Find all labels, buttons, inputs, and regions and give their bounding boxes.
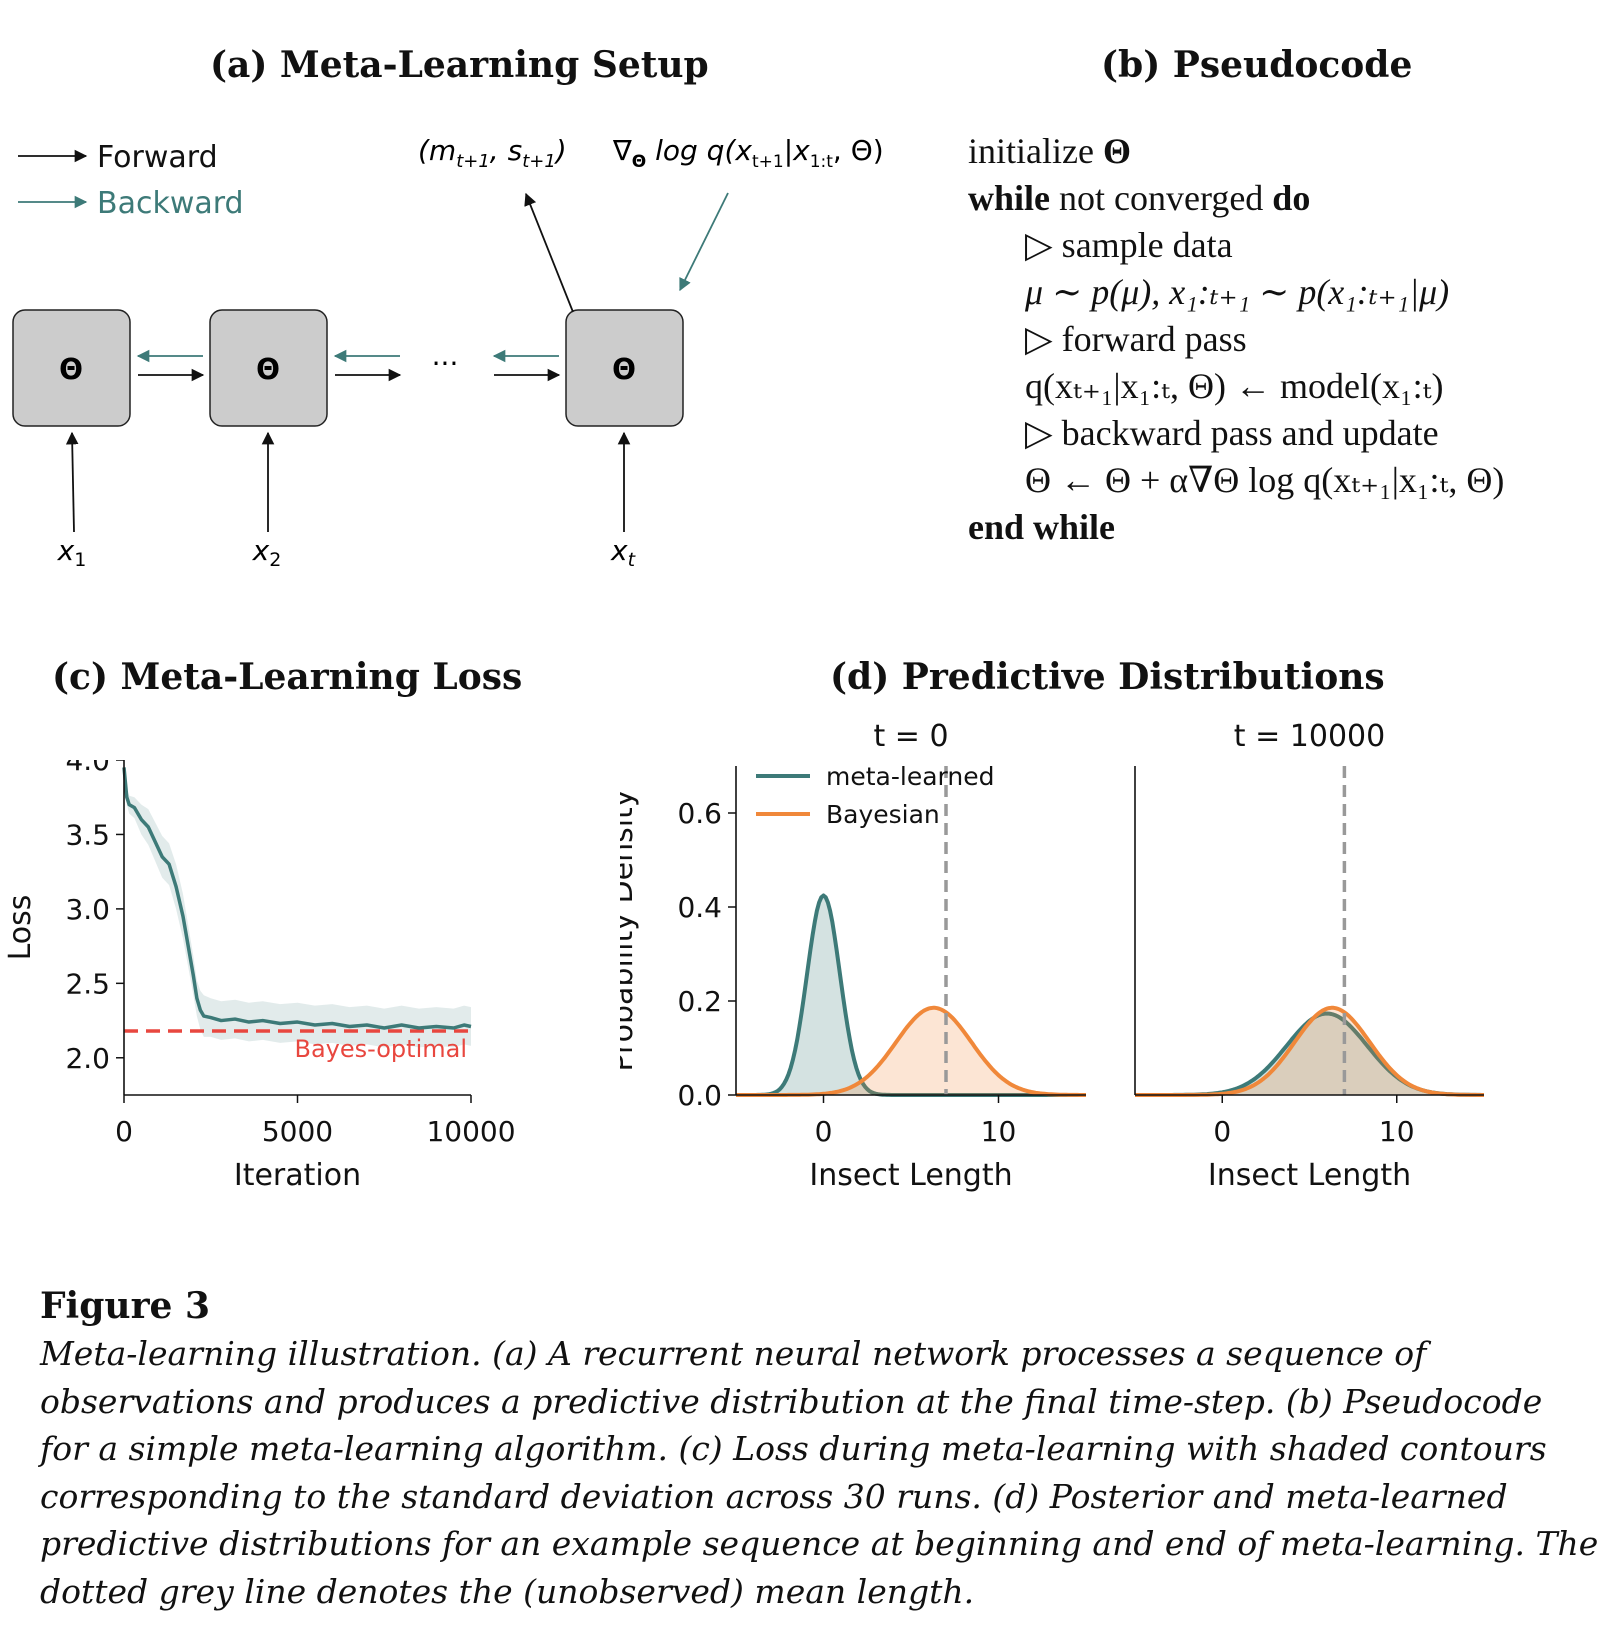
- input-x2-label: x2: [252, 534, 282, 570]
- dist-x-tick-label: 10: [981, 1115, 1017, 1148]
- legend-label-bayesian: Bayesian: [826, 800, 940, 829]
- figure-label: Figure 3: [40, 1285, 211, 1327]
- pseudo-comment-backward: ▷ backward pass and update: [1025, 413, 1439, 453]
- loss-x-tick-label: 0: [115, 1115, 133, 1148]
- pseudo-line-update: Θ ← Θ + α∇Θ log q(xₜ₊₁|x₁:ₜ, Θ): [1025, 460, 1505, 500]
- panel-b-title: (b) Pseudocode: [1101, 44, 1413, 86]
- caption-line: Meta-learning illustration. (a) A recurr…: [40, 1334, 1427, 1373]
- panel-c-title: (c) Meta-Learning Loss: [52, 656, 523, 698]
- dist-x-axis-label: Insect Length: [1208, 1158, 1411, 1193]
- pseudo-line-forward: q(xₜ₊₁|x₁:ₜ, Θ) ← model(x₁:ₜ): [1025, 366, 1444, 406]
- loss-x-tick-label: 5000: [262, 1115, 333, 1148]
- caption-line: for a simple meta-learning algorithm. (c…: [40, 1429, 1547, 1468]
- figure-caption: Meta-learning illustration. (a) A recurr…: [40, 1330, 1600, 1615]
- output-params-label: (mt+1, st+1): [418, 134, 567, 172]
- caption-line: corresponding to the standard deviation …: [40, 1476, 1508, 1516]
- node-2-label: Θ: [256, 353, 280, 386]
- loss-chart: Bayes-optimal 2.0 2.5 3.0 3.5 4.0 0 5000 10000 It…: [3, 760, 516, 1193]
- legend-forward-label: Forward: [97, 140, 218, 175]
- dist-y-axis-label: Probability Density: [620, 789, 640, 1071]
- dist-x-tick-label: 0: [815, 1115, 833, 1148]
- dist-y-tick-label: 0.0: [677, 1079, 722, 1112]
- predictive-distributions-chart: t = 0 0 10 Insect Length 0.0 0.2 0.4 0.6 Probabi…: [620, 720, 1484, 1193]
- loss-x-tick-label: 10000: [426, 1115, 515, 1148]
- dist-y-tick-label: 0.6: [677, 797, 722, 830]
- node-1-label: Θ: [59, 353, 83, 386]
- node-t-label: Θ: [612, 353, 636, 386]
- loss-y-tick-label: 3.0: [65, 893, 110, 926]
- dist-x-tick-label: 0: [1213, 1115, 1231, 1148]
- pseudo-line-while: while not converged do: [968, 178, 1311, 218]
- loss-y-tick-label: 3.5: [65, 818, 110, 851]
- pseudo-line-endwhile: end while: [968, 507, 1116, 547]
- loss-y-tick-label: 4.0: [65, 760, 110, 777]
- pseudo-line-initialize: initialize Θ: [968, 131, 1131, 171]
- panel-a-title: (a) Meta-Learning Setup: [210, 44, 709, 86]
- loss-x-axis-label: Iteration: [234, 1158, 361, 1193]
- density-area-bayesian: [1135, 1007, 1484, 1095]
- density-area-meta-learned: [1135, 1013, 1484, 1095]
- loss-y-tick-label: 2.5: [65, 967, 110, 1000]
- caption-line: predictive distributions for an example …: [40, 1524, 1599, 1563]
- loss-line: [122, 767, 472, 1030]
- panel-d-title: (d) Predictive Distributions: [830, 656, 1385, 698]
- dist-y-tick-label: 0.2: [677, 985, 722, 1018]
- loss-y-axis-label: Loss: [3, 895, 38, 961]
- caption-line: observations and produces a predictive d…: [40, 1381, 1543, 1421]
- pseudo-comment-sample: ▷ sample data: [1025, 225, 1233, 265]
- gradient-label: ∇Θ log q(xt+1|x1:t, Θ): [612, 134, 884, 172]
- density-area-meta-learned: [736, 895, 1086, 1095]
- dist-y-tick-label: 0.4: [677, 891, 722, 924]
- pseudo-comment-forward: ▷ forward pass: [1025, 319, 1247, 359]
- caption-line: dotted grey line denotes the (unobserved…: [40, 1571, 975, 1611]
- rnn-diagram: Forward Backward Θ Θ Θ ··· x1 x2 xt (mt+…: [12, 134, 884, 570]
- loss-y-tick-label: 2.0: [65, 1042, 110, 1075]
- density-area-bayesian: [736, 1007, 1086, 1095]
- legend-label-meta-learned: meta-learned: [826, 762, 994, 791]
- dist-x-tick-label: 10: [1379, 1115, 1415, 1148]
- input-xt-label: xt: [610, 534, 637, 570]
- loss-std-band: [124, 760, 471, 1048]
- rnn-node-1: [12, 309, 131, 427]
- pseudo-line-sample: μ ∼ p(μ), x₁:ₜ₊₁ ∼ p(x₁:ₜ₊₁|μ): [1025, 272, 1450, 312]
- input-x1-label: x1: [57, 534, 87, 570]
- legend-backward-label: Backward: [97, 186, 244, 221]
- bayes-optimal-label: Bayes-optimal: [295, 1035, 468, 1063]
- dist-subplot-title: t = 0: [873, 720, 948, 754]
- dist-subplot-title: t = 10000: [1234, 720, 1385, 754]
- rnn-node-t: [565, 309, 684, 427]
- sequence-ellipsis: ···: [432, 347, 459, 380]
- dist-x-axis-label: Insect Length: [809, 1158, 1012, 1193]
- rnn-node-2: [209, 309, 328, 427]
